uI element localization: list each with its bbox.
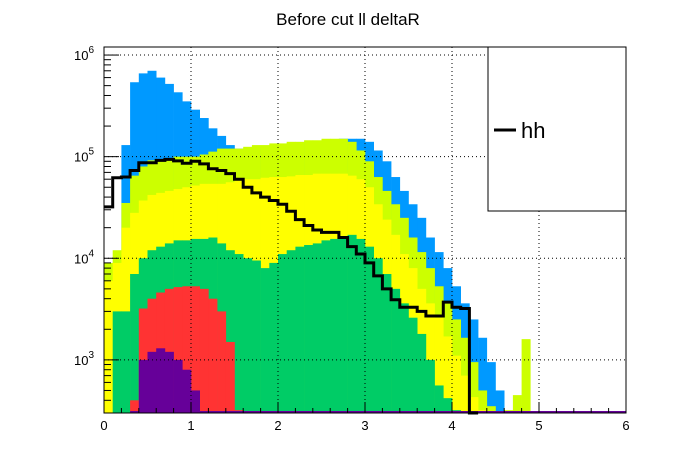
stack-3-bar [225,250,235,413]
stack-3-bar [130,274,140,413]
stack-4-bar [173,287,183,413]
chart-title: Before cut ll deltaR [276,10,420,29]
stack-2-bar [469,397,479,413]
stack-1-bar [469,362,479,413]
x-tick-label: 6 [622,418,629,433]
stack-3-bar [286,250,296,413]
stack-3-bar [338,237,348,413]
y-tick-label: 104 [74,248,94,266]
stack-4-bar [130,400,140,413]
series-hh-line [104,157,479,415]
stack-0-bar [478,337,488,413]
stack-3-bar [399,303,409,413]
stack-2-bar [425,303,435,413]
stack-5-bar [156,348,166,413]
stack-1-bar [460,337,470,413]
stack-5-bar [138,359,148,413]
y-tick-label: 105 [74,147,94,165]
stack-2-bar [104,280,113,413]
stack-5-bar [164,351,174,413]
stack-5-bar [147,351,157,413]
stack-3-bar [278,254,287,413]
stack-3-bar [365,246,374,413]
stack-3-bar [295,246,305,413]
stack-3-bar [251,260,261,413]
stack-2-bar [443,336,453,413]
stack-2-bar [452,355,461,413]
stack-3-bar [408,317,418,413]
stack-4-bar [208,298,218,413]
stack-1-bar [478,390,488,413]
x-tick-label: 4 [448,418,455,433]
stack-3-bar [356,238,366,413]
stack-3-bar [417,333,427,413]
stack-4-bar [199,288,209,413]
stack-3-bar [434,385,444,413]
stack-3-bar [243,258,253,413]
stack-1-bar [486,406,496,413]
stack-4-bar [225,341,235,413]
stack-4-bar [164,288,174,413]
stack-3-bar [425,359,435,413]
y-tick-label: 103 [74,350,94,368]
stack-4-bar [182,286,192,413]
stack-3-bar [312,243,322,413]
stack-3-bar [443,398,453,413]
stack-5-bar [191,390,200,413]
stack-3-bar [112,311,122,413]
stack-0-bar [486,362,496,413]
stack-3-bar [382,274,392,413]
y-tick-label: 106 [74,45,94,63]
stack-5-bar [182,369,192,413]
stack-3-bar [269,262,279,413]
stack-3-bar [330,238,340,413]
stack-3-bar [260,268,270,413]
stack-3-bar [391,288,401,413]
legend-hh-label: hh [521,118,545,143]
stack-4-bar [191,286,200,413]
stack-3-bar [304,245,314,413]
stack-2-bar [460,375,470,413]
stack-2-bar [434,317,444,413]
stack-1-bar [521,339,531,413]
legend: hh [487,46,627,212]
stack-5-bar [173,359,183,413]
stack-3-bar [321,240,331,413]
x-tick-label: 1 [187,418,194,433]
line-series [104,157,479,415]
x-tick-label: 2 [274,418,281,433]
stack-0-bar [495,390,505,413]
axes: 0 1 2 3 4 5 6 103 104 105 106 [74,45,630,433]
stack-4-bar [217,311,227,413]
x-tick-label: 3 [361,418,368,433]
stack-3-bar [347,234,357,413]
x-tick-label: 0 [100,418,107,433]
stack-3-bar [373,258,383,413]
stack-1-bar [512,395,522,413]
stack-3-bar [234,254,244,413]
stack-3-bar [121,311,131,413]
x-tick-label: 5 [535,418,542,433]
